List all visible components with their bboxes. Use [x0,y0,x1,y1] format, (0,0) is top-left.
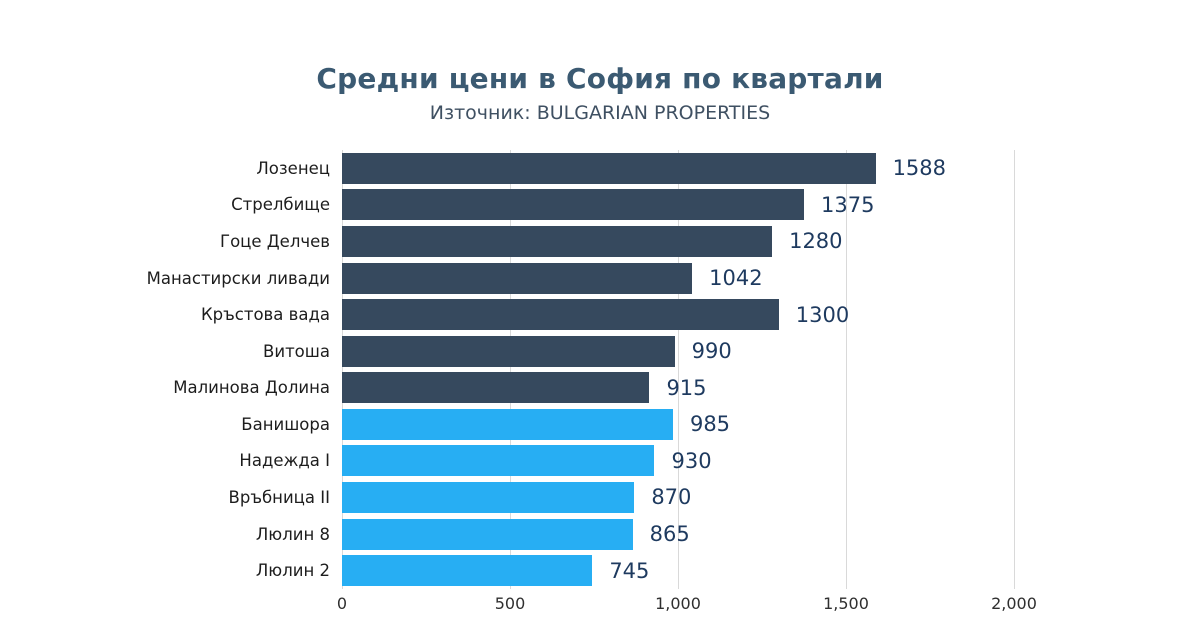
bar [342,481,635,513]
value-label: 1375 [821,192,875,217]
category-label: Витоша [263,341,330,361]
x-axis: 0 500 1,000 1,500 2,000 [337,594,1037,616]
bar-row: Манастирски ливади 1042 [0,260,1200,297]
gridline [678,150,679,589]
chart-title: Средни цени в София по квартали [316,62,884,95]
value-label: 1042 [709,266,763,291]
bar [342,189,804,221]
bar-row: Надежда I 930 [0,443,1200,480]
value-label: 985 [689,412,731,437]
bar-track: 985 [342,408,1014,440]
value-label: 990 [691,339,732,364]
value-label: 870 [651,485,692,510]
bar [342,152,876,184]
gridline [510,150,511,589]
category-label: Люлин 8 [255,524,330,544]
chart-header: Средни цени в София по квартали Източник… [0,0,1200,124]
category-label: Лозенец [256,158,330,178]
bar-track: 1375 [342,189,1014,221]
value-label: 915 [666,375,707,400]
bar-track: 1042 [342,262,1014,294]
bar-row: Люлин 8 865 [0,516,1200,553]
bar-row: Лозенец 1588 [0,150,1200,187]
bar-track: 870 [342,481,1014,513]
value-label: 1588 [892,156,947,181]
bar [342,445,655,477]
x-tick-label: 0 [336,594,348,613]
bar-chart: Лозенец 1588 Стрелбище 1375 Гоце Делчев 1280 М… [0,150,1200,620]
bar [342,335,675,367]
bar-row: Връбница II 870 [0,479,1200,516]
value-label: 930 [671,448,712,473]
gridline [1014,150,1015,589]
bar [342,372,650,404]
bar [342,518,633,550]
bar-rows: Лозенец 1588 Стрелбище 1375 Гоце Делчев 1280 М… [0,150,1200,589]
bar-track: 1280 [342,225,1014,257]
bar-row: Банишора 985 [0,406,1200,443]
category-label: Манастирски ливади [146,268,330,288]
bar-track: 1300 [342,299,1014,331]
bar [342,262,693,294]
bar-row: Малинова Долина 915 [0,369,1200,406]
bar-row: Стрелбище 1375 [0,187,1200,224]
gridline [846,150,847,589]
value-label: 745 [609,558,650,583]
bar [342,299,779,331]
bar-row: Кръстова вада 1300 [0,296,1200,333]
value-label: 865 [649,522,690,547]
category-label: Люлин 2 [255,561,330,581]
category-label: Гоце Делчев [220,231,330,251]
category-label: Стрелбище [231,195,330,215]
x-tick-label: 1,000 [655,594,701,613]
bar-track: 990 [342,335,1014,367]
gridline [342,150,343,589]
category-label: Кръстова вада [200,305,330,325]
chart-subtitle: Източник: BULGARIAN PROPERTIES [429,102,771,124]
x-tick-label: 1,500 [823,594,869,613]
bar-track: 930 [342,445,1014,477]
gridline-layer [342,150,1015,589]
x-tick-label: 2,000 [991,594,1037,613]
bar [342,225,773,257]
bar-row: Гоце Делчев 1280 [0,223,1200,260]
bar [342,408,673,440]
bar-track: 915 [342,372,1014,404]
bar-row: Люлин 2 745 [0,552,1200,589]
bar-track: 865 [342,518,1014,550]
bar-track: 1588 [342,152,1014,184]
category-label: Банишора [241,414,330,434]
category-label: Надежда I [239,451,330,471]
bar-row: Витоша 990 [0,333,1200,370]
bar [342,555,593,587]
value-label: 1280 [789,229,843,254]
bar-track: 745 [342,555,1014,587]
category-label: Връбница II [228,487,330,507]
value-label: 1300 [795,302,850,327]
x-tick-label: 500 [494,594,526,613]
category-label: Малинова Долина [173,378,330,398]
